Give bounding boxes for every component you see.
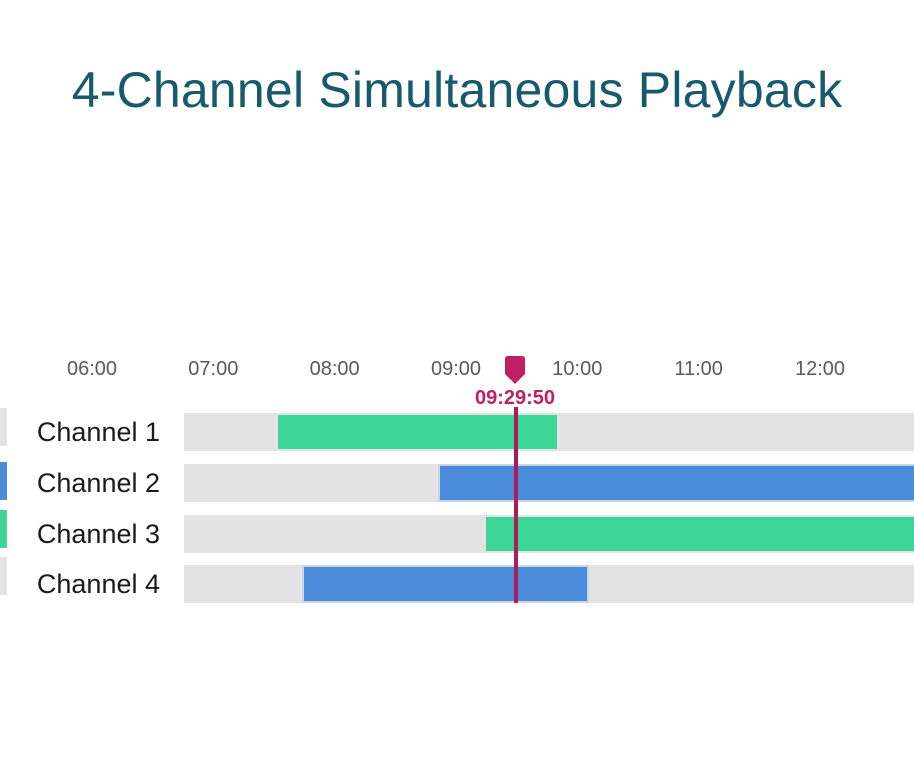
playhead-marker-icon[interactable] xyxy=(505,356,525,384)
playback-segment[interactable] xyxy=(304,567,588,601)
playback-segment[interactable] xyxy=(278,415,558,449)
channel-label: Channel 4 xyxy=(36,568,160,599)
time-tick-label: 10:00 xyxy=(552,358,603,380)
playback-segment[interactable] xyxy=(486,517,914,551)
time-tick-label: 11:00 xyxy=(674,358,723,380)
playhead-line[interactable] xyxy=(514,407,519,603)
channel-label: Channel 1 xyxy=(36,416,160,447)
time-tick-label: 09:00 xyxy=(430,358,482,380)
playback-segment[interactable] xyxy=(439,466,914,500)
page-title: 4-Channel Simultaneous Playback xyxy=(71,62,843,118)
clipped-segment-fragment xyxy=(0,510,7,548)
time-tick-label: 06:00 xyxy=(66,358,118,380)
clipped-segment-fragment xyxy=(0,408,7,446)
time-tick-label: 08:00 xyxy=(309,358,360,380)
channel-label: Channel 2 xyxy=(36,467,160,498)
channel-label: Channel 3 xyxy=(36,518,160,549)
time-tick-label: 12:00 xyxy=(794,358,846,380)
clipped-segment-fragment xyxy=(0,462,7,500)
clipped-segment-fragment xyxy=(0,557,7,595)
playhead-time-label: 09:29:50 xyxy=(474,387,556,409)
time-tick-label: 07:00 xyxy=(188,358,239,380)
